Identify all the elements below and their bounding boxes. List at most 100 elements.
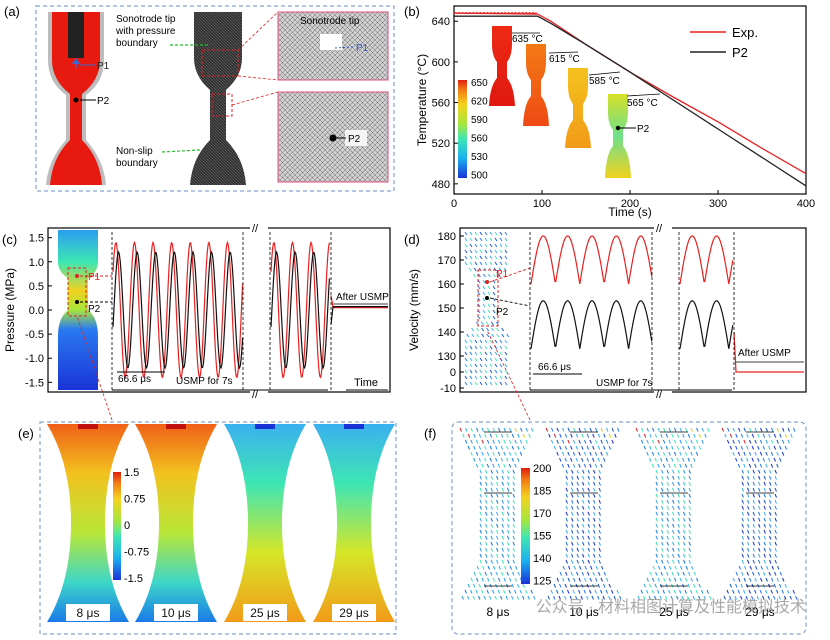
panel-b: (b) 0 100 200 300 400 480 520 560 600 640 Tempera…	[404, 4, 815, 219]
f-velocity-vector	[567, 439, 570, 444]
f-velocity-vector	[752, 535, 755, 540]
f-velocity-vector	[752, 487, 755, 492]
f-velocity-vector	[655, 517, 658, 522]
f-velocity-vector	[475, 589, 478, 594]
f-velocity-vector	[517, 583, 520, 588]
f-velocity-vector	[576, 493, 579, 498]
watermark: 公众号 · 材料相图计算及性能模拟技术	[536, 597, 806, 616]
f-velocity-vector	[467, 433, 471, 438]
f-velocity-vector	[677, 559, 680, 564]
f-velocity-vector	[763, 553, 766, 558]
f-velocity-vector	[665, 445, 669, 450]
f-velocity-vector	[661, 517, 664, 522]
f-velocity-vector	[487, 427, 490, 432]
f-velocity-vector	[464, 439, 468, 444]
chart-b-xtick-label: 0	[451, 198, 457, 210]
f-velocity-vector	[503, 439, 506, 444]
f-velocity-vector	[765, 589, 768, 594]
f-velocity-vector	[752, 559, 755, 564]
f-velocity-vector	[503, 589, 506, 594]
f-velocity-vector	[690, 589, 693, 594]
f-velocity-vector	[576, 505, 579, 510]
f-velocity-vector	[695, 589, 698, 594]
f-velocity-vector	[677, 547, 680, 552]
f-velocity-vector	[565, 559, 568, 564]
f-velocity-vector	[765, 577, 768, 582]
f-velocity-vector	[698, 583, 701, 588]
f-velocity-vector	[771, 427, 774, 432]
f-velocity-vector	[755, 565, 758, 570]
f-velocity-vector	[762, 445, 766, 450]
f-velocity-vector	[559, 457, 562, 462]
f-velocity-vector	[616, 589, 619, 594]
f-velocity-vector	[661, 469, 664, 474]
f-velocity-vector	[490, 523, 493, 528]
e-tip-marker	[166, 424, 186, 429]
f-velocity-vector	[497, 451, 501, 456]
f-velocity-vector	[587, 541, 590, 546]
panel-f-label: (f)	[424, 426, 436, 441]
velocity-vector	[484, 363, 488, 368]
f-velocity-vector	[758, 505, 761, 510]
f-velocity-vector	[584, 427, 587, 432]
velocity-vector	[469, 231, 473, 236]
f-velocity-vector	[747, 547, 750, 552]
f-velocity-vector	[501, 517, 504, 522]
f-velocity-vector	[763, 571, 766, 576]
f-velocity-vector	[646, 577, 649, 582]
f-velocity-vector	[747, 505, 750, 510]
f-velocity-vector	[598, 523, 601, 528]
f-velocity-vector	[732, 451, 735, 456]
velocity-vector	[492, 315, 496, 320]
f-velocity-vector	[514, 451, 517, 456]
velocity-vector	[499, 249, 503, 254]
f-velocity-vector	[512, 559, 515, 564]
chart-d-ytick-label: 0	[450, 367, 456, 379]
f-velocity-vector	[688, 529, 691, 534]
chart-b-ytick-label: 560	[432, 98, 450, 110]
velocity-vector	[494, 231, 498, 236]
f-velocity-vector	[565, 511, 568, 516]
f-velocity-vector	[793, 427, 796, 432]
velocity-vector	[469, 381, 473, 386]
f-velocity-vector	[769, 529, 772, 534]
velocity-vector	[476, 333, 480, 338]
f-velocity-vector	[754, 463, 757, 468]
f-velocity-vector	[683, 523, 686, 528]
f-velocity-vector	[481, 577, 484, 582]
f-velocity-vector	[732, 439, 735, 444]
f-velocity-vector	[490, 487, 493, 492]
f-velocity-vector	[684, 451, 688, 456]
f-velocity-vector	[519, 439, 523, 444]
f-velocity-vector	[572, 439, 576, 444]
f-velocity-vector	[564, 433, 568, 438]
velocity-vector	[468, 267, 472, 272]
f-velocity-vector	[743, 577, 746, 582]
f-velocity-vector	[759, 463, 763, 468]
f-velocity-vector	[522, 445, 526, 450]
f-velocity-vector	[514, 577, 517, 582]
f-velocity-vector	[514, 463, 517, 468]
f-velocity-vector	[608, 445, 612, 450]
f-velocity-vector	[598, 493, 601, 498]
velocity-vector	[474, 381, 478, 386]
f-velocity-vector	[459, 427, 462, 432]
f-velocity-vector	[476, 565, 479, 570]
f-velocity-vector	[774, 559, 777, 564]
f-velocity-vector	[598, 505, 601, 510]
velocity-vector	[504, 351, 508, 356]
f-velocity-vector	[598, 571, 601, 576]
f-velocity-vector	[655, 475, 658, 480]
f-velocity-vector	[747, 469, 750, 474]
f-velocity-vector	[760, 577, 763, 582]
f-velocity-vector	[672, 499, 675, 504]
sonotrode-label-1: Sonotrode tip	[116, 14, 176, 25]
f-velocity-vector	[593, 559, 596, 564]
f-velocity-vector	[481, 589, 484, 594]
f-velocity-vector	[666, 499, 669, 504]
f-velocity-vector	[485, 523, 488, 528]
velocity-vector	[486, 327, 490, 332]
velocity-vector	[484, 339, 488, 344]
f-velocity-vector	[635, 427, 638, 432]
